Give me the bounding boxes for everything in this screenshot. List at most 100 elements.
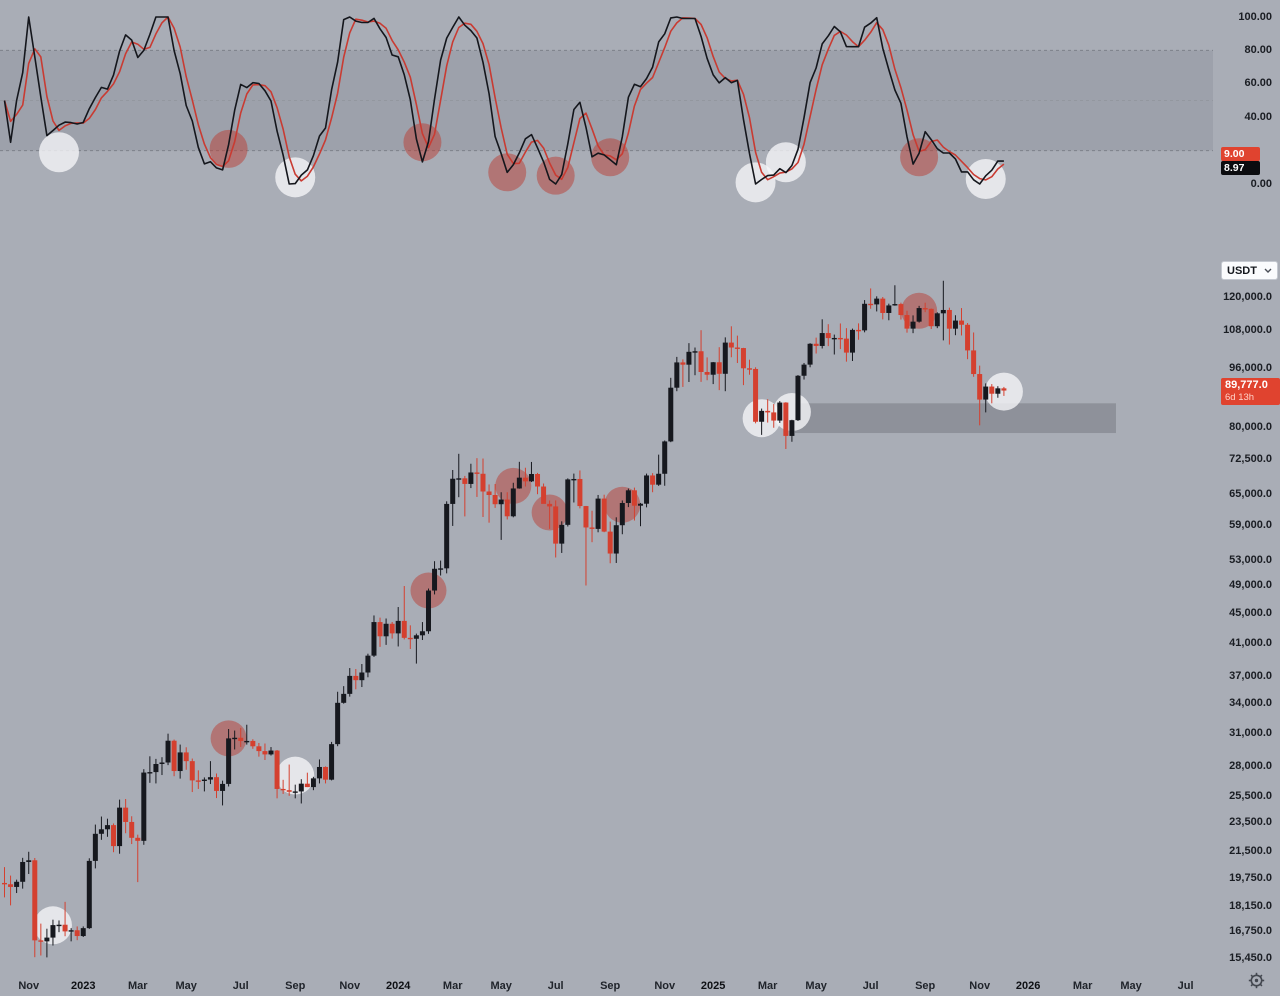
candle-body (377, 622, 383, 637)
candle-body (631, 490, 637, 506)
price-axis-tick: 72,500.0 (1229, 452, 1272, 465)
candle-body (450, 478, 456, 504)
candle-body (595, 498, 601, 529)
candle-body (704, 371, 710, 375)
time-axis-month-tick: Nov (339, 980, 361, 992)
price-unit-dropdown[interactable]: USDT (1221, 261, 1278, 280)
candle-body (365, 655, 371, 673)
candle-body (765, 410, 771, 413)
time-axis-month-tick: Sep (285, 980, 306, 992)
time-axis-month-tick: May (805, 980, 827, 992)
candle-body (147, 772, 153, 774)
candle-body (274, 750, 280, 789)
candle-body (819, 333, 825, 346)
oscillator-signal-circle-white (765, 142, 806, 183)
oscillator-signal-circle-white (275, 157, 316, 198)
time-axis-month-tick: May (175, 980, 197, 992)
candle-body (38, 940, 44, 942)
candle-body (807, 343, 813, 365)
time-axis-month-tick: Nov (18, 980, 40, 992)
candle-body (619, 502, 625, 526)
candle-body (153, 763, 159, 773)
time-axis-month-tick: Jul (232, 980, 249, 992)
candle-body (425, 590, 431, 632)
time-axis-month-tick: Mar (757, 980, 778, 992)
price-axis-tick: 25,500.0 (1229, 789, 1272, 802)
candle-body (934, 313, 940, 327)
time-axis-month-tick: May (490, 980, 512, 992)
price-axis-tick: 45,000.0 (1229, 606, 1272, 619)
candle-body (195, 780, 201, 782)
price-axis-tick: 53,000.0 (1229, 554, 1272, 567)
price-axis-tick: 21,500.0 (1229, 844, 1272, 857)
candle-body (831, 337, 837, 340)
price-axis-tick: 80,000.0 (1229, 421, 1272, 434)
candle-body (813, 343, 819, 346)
oscillator-axis-tick: 40.00 (1244, 110, 1272, 123)
candle-body (849, 329, 855, 353)
candle-body (20, 861, 26, 882)
price-axis-tick: 120,000.0 (1223, 290, 1272, 303)
candle-body (480, 473, 486, 492)
time-axis-month-tick: Nov (654, 980, 676, 992)
settings-icon[interactable] (1248, 972, 1265, 989)
oscillator-k-value-label: 8.97 (1221, 161, 1260, 175)
candle-body (286, 790, 292, 792)
candle-body (141, 772, 147, 841)
candle-body (177, 752, 183, 772)
oscillator-axis-tick: 60.00 (1244, 77, 1272, 90)
candle-body (262, 751, 268, 755)
candle-body (686, 351, 692, 365)
time-axis-year-tick: 2024 (385, 980, 411, 992)
candle-body (213, 777, 219, 791)
candle-body (492, 495, 498, 505)
candle-body (801, 364, 807, 376)
candle-body (438, 568, 444, 570)
candle-body (395, 620, 401, 634)
candle-body (662, 441, 668, 474)
candle-body (226, 738, 232, 784)
candle-body (589, 527, 595, 529)
candle-body (565, 479, 571, 525)
candle-body (244, 740, 250, 743)
candle-body (486, 491, 492, 496)
candle-body (625, 490, 631, 503)
candle-body (740, 348, 746, 369)
candle-body (329, 744, 335, 780)
candle-body (1001, 388, 1007, 391)
candle-body (111, 825, 117, 847)
candle-body (98, 829, 104, 834)
candle-body (74, 930, 80, 937)
candle-body (843, 338, 849, 353)
candle-body (256, 746, 262, 752)
candle-body (135, 837, 141, 841)
support-zone-rectangle[interactable] (794, 403, 1116, 434)
candle-body (856, 329, 862, 332)
candle-body (698, 351, 704, 372)
candle-body (710, 362, 716, 375)
candle-body (583, 506, 589, 528)
oscillator-signal-circle-red (900, 138, 939, 177)
signal-markers (33, 123, 1023, 945)
candle-body (728, 342, 734, 348)
candle-body (668, 387, 674, 442)
candle-body (14, 881, 20, 887)
candle-body (880, 298, 886, 313)
price-axis-tick: 23,500.0 (1229, 816, 1272, 829)
candle-body (747, 368, 753, 370)
candle-body (916, 308, 922, 322)
candle-body (541, 486, 547, 504)
candle-body (129, 821, 135, 838)
candle-body (892, 304, 898, 306)
candle-body (910, 321, 916, 329)
candle-body (722, 342, 728, 374)
candle-body (183, 752, 189, 762)
candle-body (952, 320, 958, 329)
time-axis-month-tick: Mar (442, 980, 463, 992)
candle-body (310, 778, 316, 788)
candle-body (868, 303, 874, 306)
candle-body (86, 860, 92, 929)
oscillator-axis-tick: 80.00 (1244, 43, 1272, 56)
